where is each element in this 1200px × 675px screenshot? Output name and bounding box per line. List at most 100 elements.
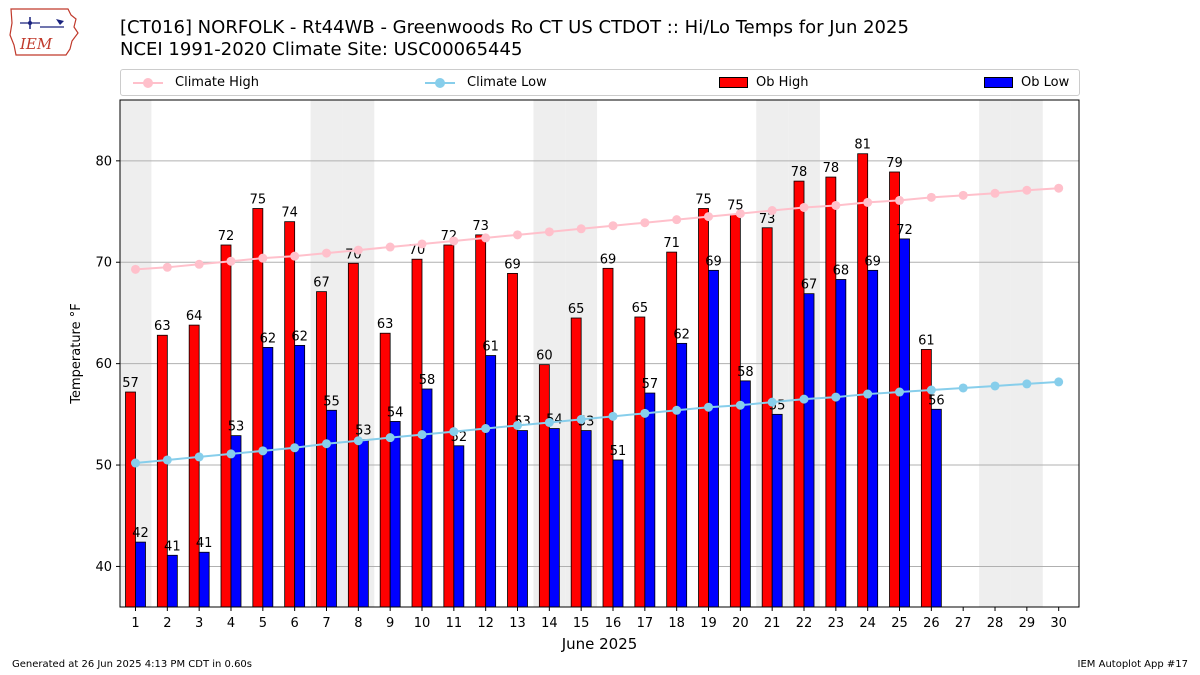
bar-ob-low bbox=[739, 380, 751, 608]
climate-high-point bbox=[194, 259, 204, 269]
label-ob-low: 58 bbox=[737, 365, 754, 380]
climate-low-point bbox=[1022, 379, 1032, 389]
bar-ob-low bbox=[930, 408, 942, 608]
label-ob-high: 57 bbox=[122, 376, 139, 391]
legend-label-ob-low: Ob Low bbox=[1021, 75, 1070, 90]
climate-high-point bbox=[608, 221, 618, 231]
x-tick-label: 13 bbox=[509, 616, 526, 631]
bar-ob-low bbox=[166, 554, 178, 608]
climate-low-point bbox=[449, 427, 459, 437]
weekend-shade bbox=[979, 100, 1011, 607]
bar-ob-low bbox=[198, 551, 210, 608]
climate-high-point bbox=[1022, 185, 1032, 195]
label-ob-low: 69 bbox=[705, 254, 722, 269]
climate-high-point bbox=[417, 239, 427, 249]
weekend-shade bbox=[1010, 100, 1043, 607]
bar-ob-high bbox=[125, 391, 136, 608]
label-ob-high: 81 bbox=[854, 138, 871, 153]
climate-low-point bbox=[353, 436, 363, 446]
climate-low-point bbox=[290, 443, 300, 453]
x-tick-label: 21 bbox=[764, 616, 781, 631]
climate-high-point bbox=[990, 188, 1000, 198]
bar-ob-low bbox=[262, 347, 274, 608]
label-ob-low: 67 bbox=[801, 278, 818, 293]
bar-ob-low bbox=[708, 269, 719, 608]
climate-high-line bbox=[135, 187, 1059, 271]
bar-ob-low bbox=[453, 445, 465, 608]
climate-high-point bbox=[258, 253, 268, 263]
x-tick-label: 16 bbox=[605, 616, 622, 631]
bar-ob-high bbox=[857, 153, 869, 608]
label-ob-low: 51 bbox=[610, 444, 627, 459]
x-tick-label: 25 bbox=[891, 616, 908, 631]
label-ob-low: 69 bbox=[864, 254, 881, 269]
label-ob-low: 41 bbox=[164, 539, 181, 554]
bar-ob-high bbox=[666, 251, 678, 608]
x-tick-label: 17 bbox=[637, 616, 654, 631]
x-tick-label: 14 bbox=[541, 616, 558, 631]
label-ob-low: 62 bbox=[673, 327, 690, 342]
label-ob-high: 63 bbox=[154, 319, 171, 334]
climate-high-point bbox=[799, 202, 809, 212]
x-tick-label: 29 bbox=[1019, 616, 1036, 631]
climate-low-point bbox=[704, 402, 714, 412]
x-tick-label: 11 bbox=[446, 616, 463, 631]
iem-logo: IEM bbox=[9, 8, 79, 56]
bar-ob-high bbox=[570, 317, 582, 608]
bar-ob-low bbox=[389, 421, 401, 608]
bar-ob-low bbox=[612, 459, 624, 608]
label-ob-high: 75 bbox=[250, 192, 267, 207]
climate-low-point bbox=[767, 397, 777, 407]
climate-low-point bbox=[1054, 377, 1064, 387]
bar-ob-high bbox=[379, 332, 391, 608]
climate-low-line bbox=[135, 380, 1059, 465]
climate-low-point bbox=[672, 405, 682, 415]
y-tick-label: 80 bbox=[95, 154, 112, 169]
bar-ob-low bbox=[135, 541, 146, 608]
bar-ob-low bbox=[835, 279, 847, 608]
label-ob-high: 72 bbox=[218, 229, 235, 244]
y-tick-label: 50 bbox=[95, 459, 112, 474]
label-ob-high: 60 bbox=[536, 349, 553, 364]
climate-low-point bbox=[640, 408, 650, 418]
x-tick-label: 15 bbox=[573, 616, 590, 631]
climate-low-point bbox=[417, 430, 427, 440]
climate-low-point bbox=[322, 439, 332, 449]
bar-ob-high bbox=[475, 234, 487, 608]
climate-high-point bbox=[162, 262, 172, 272]
legend-item-ob-low: Ob Low bbox=[984, 70, 1069, 95]
climate-low-point bbox=[863, 389, 873, 399]
climate-low-point bbox=[226, 449, 236, 459]
label-ob-low: 58 bbox=[419, 373, 436, 388]
climate-low-point bbox=[481, 424, 491, 434]
x-tick-label: 23 bbox=[828, 616, 845, 631]
label-ob-low: 53 bbox=[355, 424, 372, 439]
bar-ob-low bbox=[803, 293, 815, 608]
climate-high-point bbox=[640, 218, 650, 228]
climate-low-point bbox=[385, 433, 395, 443]
chart-subtitle: NCEI 1991-2020 Climate Site: USC00065445 bbox=[120, 39, 523, 60]
x-tick-label: 1 bbox=[131, 616, 139, 631]
label-ob-low: 54 bbox=[387, 405, 404, 420]
climate-high-point bbox=[449, 236, 459, 246]
climate-low-point bbox=[258, 446, 268, 456]
x-tick-label: 28 bbox=[987, 616, 1004, 631]
climate-low-point bbox=[131, 458, 140, 468]
label-ob-high: 74 bbox=[281, 206, 298, 221]
x-tick-label: 5 bbox=[259, 616, 267, 631]
climate-high-point bbox=[385, 242, 395, 252]
climate-high-point bbox=[322, 248, 332, 258]
bar-ob-low bbox=[230, 435, 242, 608]
climate-high-point bbox=[544, 227, 554, 237]
bar-ob-high bbox=[602, 267, 614, 608]
climate-low-point bbox=[990, 381, 1000, 391]
label-ob-high: 61 bbox=[918, 333, 935, 348]
legend-swatch-climate-high bbox=[133, 77, 163, 88]
bar-ob-low bbox=[867, 269, 879, 608]
label-ob-high: 67 bbox=[313, 276, 330, 291]
climate-high-point bbox=[735, 209, 745, 219]
legend-label-ob-high: Ob High bbox=[756, 75, 809, 90]
legend-swatch-ob-low bbox=[984, 77, 1013, 88]
climate-low-point bbox=[799, 394, 809, 404]
legend-item-ob-high: Ob High bbox=[719, 70, 809, 95]
